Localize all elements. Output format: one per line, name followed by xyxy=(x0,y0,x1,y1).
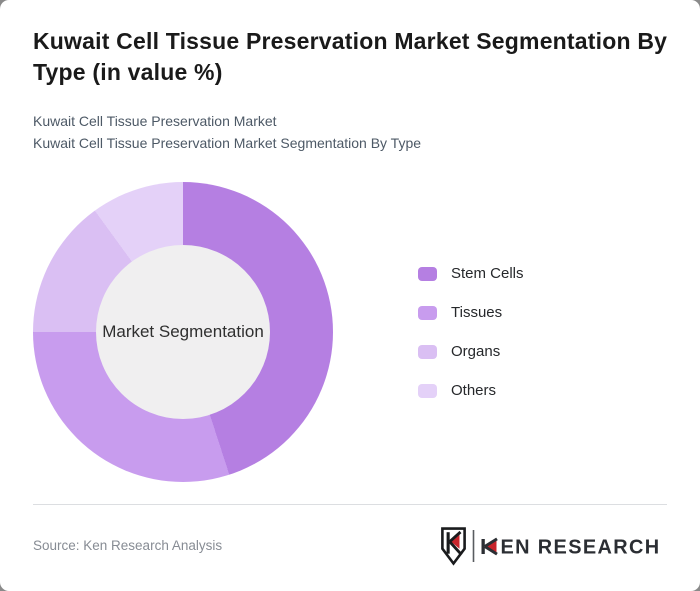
shield-k-icon xyxy=(441,527,466,566)
legend-label: Others xyxy=(451,382,497,399)
legend-item: Organs xyxy=(418,343,524,360)
donut-chart: Market Segmentation xyxy=(33,182,333,482)
donut-hole: Market Segmentation xyxy=(96,245,270,419)
logo-brand-text: EN RESEARCH xyxy=(501,536,661,559)
chart-subtitles: Kuwait Cell Tissue Preservation Market K… xyxy=(33,110,421,154)
legend-swatch xyxy=(418,383,437,398)
legend-swatch xyxy=(418,344,437,359)
logo-k-glyph xyxy=(481,537,498,556)
ken-research-logo: EN RESEARCH xyxy=(441,526,667,566)
page-title: Kuwait Cell Tissue Preservation Market S… xyxy=(33,28,668,85)
legend-swatch xyxy=(418,266,437,281)
legend-swatch xyxy=(418,305,437,320)
chart-subtitle-line2: Kuwait Cell Tissue Preservation Market S… xyxy=(33,135,422,151)
legend-label: Tissues xyxy=(451,304,503,321)
legend-label: Stem Cells xyxy=(451,265,524,282)
chart-subtitle-line1: Kuwait Cell Tissue Preservation Market xyxy=(33,113,277,129)
footer-divider xyxy=(33,504,667,505)
chart-legend: Stem Cells Tissues Organs Others xyxy=(418,265,524,422)
legend-item: Others xyxy=(418,382,524,399)
donut-center-label: Market Segmentation xyxy=(102,322,264,341)
legend-item: Tissues xyxy=(418,304,524,321)
source-text: Source: Ken Research Analysis xyxy=(33,538,223,553)
legend-item: Stem Cells xyxy=(418,265,524,282)
legend-label: Organs xyxy=(451,343,501,360)
